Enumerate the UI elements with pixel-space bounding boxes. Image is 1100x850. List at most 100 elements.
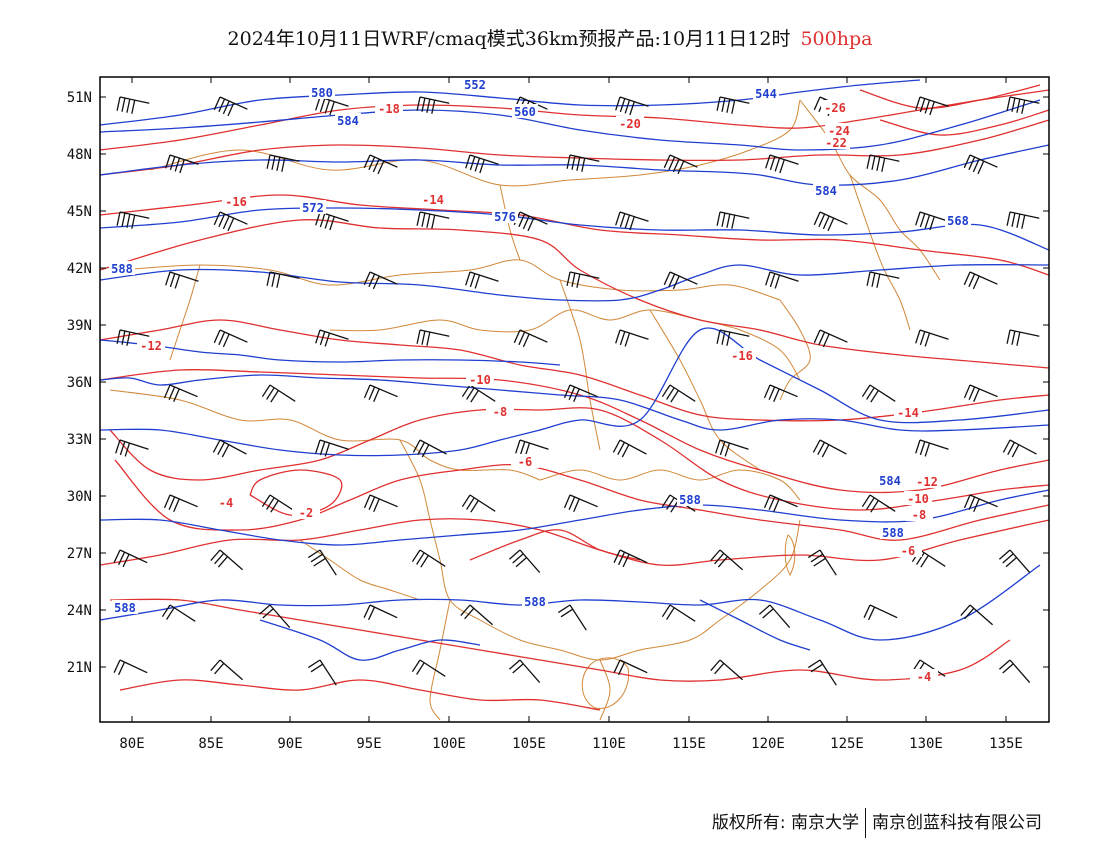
map-frame (99, 76, 1050, 723)
wind-barb (861, 384, 896, 403)
lon-tick-label: 90E (277, 736, 302, 752)
wind-barb (866, 271, 900, 288)
temperature-label: -6 (901, 544, 915, 558)
temperature-isoline (99, 89, 1050, 151)
wind-barb (960, 604, 994, 626)
lat-tick-label: 24N (67, 603, 92, 619)
height-isoline (99, 374, 1050, 432)
wind-barb (963, 384, 998, 403)
hainan-island (581, 657, 630, 709)
separator (865, 808, 866, 838)
wind-barb (165, 154, 199, 174)
wind-barb (513, 329, 548, 348)
wind-barb (765, 154, 799, 174)
wind-barb (661, 604, 696, 622)
wind-barb (663, 271, 698, 290)
wind-barb (1002, 439, 1037, 458)
wind-barb (661, 384, 696, 403)
temperature-isoline (249, 469, 343, 516)
wind-barb (116, 329, 150, 346)
temperature-label: -18 (378, 102, 400, 116)
height-label: 588 (114, 601, 136, 615)
height-label: 588 (882, 526, 904, 540)
wind-barb (460, 604, 494, 626)
height-label: 584 (879, 474, 901, 488)
height-isoline (699, 599, 811, 651)
wind-barb (363, 604, 398, 621)
lat-tick-label: 30N (67, 489, 92, 505)
wind-barb (307, 659, 337, 686)
lon-tick-label: 105E (512, 736, 546, 752)
temperature-label: -26 (824, 101, 846, 115)
wind-barb (261, 494, 296, 513)
copyright-right: 南京创蓝科技有限公司 (872, 813, 1042, 833)
wind-barbs (113, 96, 1040, 686)
wind-barb (861, 494, 896, 513)
wind-barb (613, 659, 648, 676)
wind-barb (412, 439, 447, 458)
wind-barb (715, 439, 749, 457)
height-isoline (99, 263, 1050, 302)
wind-barb (210, 549, 244, 571)
wind-barb (210, 659, 244, 681)
lon-tick-label: 85E (198, 736, 223, 752)
wind-barb (163, 384, 198, 403)
taiwan-island (784, 534, 796, 577)
temperature-label: -10 (469, 373, 491, 387)
wind-barb (315, 329, 349, 347)
wind-barb (213, 329, 248, 348)
wind-barb (716, 211, 750, 229)
wind-barb (508, 549, 541, 574)
wind-barb (513, 211, 548, 232)
wind-barb (1006, 96, 1040, 114)
border-line (499, 184, 521, 261)
longitude-axis: 80E 85E 90E 95E 100E 105E 110E 115E 120E 125E 130E… (119, 77, 1023, 752)
wind-barb (758, 604, 791, 629)
wind-barb (258, 604, 291, 629)
height-label: 568 (947, 214, 969, 228)
wind-barb (563, 494, 598, 513)
chart-title: 2024年10月11日WRF/cmaq模式36km预报产品:10月11日12时 5… (0, 24, 1100, 51)
wind-barb (765, 271, 799, 289)
lat-tick-label: 27N (67, 546, 92, 562)
temperature-label: -14 (422, 193, 444, 207)
border-line (109, 389, 541, 481)
height-isoline (99, 207, 1050, 251)
temperature-isoline (99, 518, 1050, 566)
lat-tick-label: 45N (67, 204, 92, 220)
temperature-label: -24 (828, 124, 850, 138)
wind-barb (116, 211, 150, 229)
height-label: 588 (524, 595, 546, 609)
temperature-isoline (99, 219, 1050, 369)
lon-tick-label: 110E (592, 736, 626, 752)
lon-tick-label: 80E (119, 736, 144, 752)
wind-barb (963, 271, 998, 290)
wind-barb (998, 659, 1031, 684)
height-isoline (259, 619, 481, 661)
wind-barb (812, 439, 847, 458)
temperature-isoline (109, 598, 1011, 682)
wind-barb (515, 439, 549, 457)
wind-barb (615, 329, 649, 347)
height-label: 588 (111, 262, 133, 276)
height-label: 552 (464, 78, 486, 92)
wind-barb (115, 439, 149, 457)
lat-tick-label: 21N (67, 660, 92, 676)
wind-barb (161, 604, 196, 622)
pressure-level: 500hpa (800, 28, 873, 50)
wind-barb (163, 494, 198, 513)
height-contours (99, 79, 1050, 661)
border-line (169, 264, 201, 361)
lat-tick-label: 36N (67, 375, 92, 391)
temperature-isoline (859, 84, 1041, 109)
wind-barb (566, 271, 600, 288)
wind-barb (411, 549, 446, 568)
wind-barb (915, 329, 949, 347)
temperature-label: -8 (493, 405, 507, 419)
wind-barb (363, 384, 398, 403)
temperature-label: -12 (916, 475, 938, 489)
wind-barb (710, 549, 744, 571)
height-label: 544 (755, 87, 777, 101)
wind-barb (113, 549, 148, 568)
